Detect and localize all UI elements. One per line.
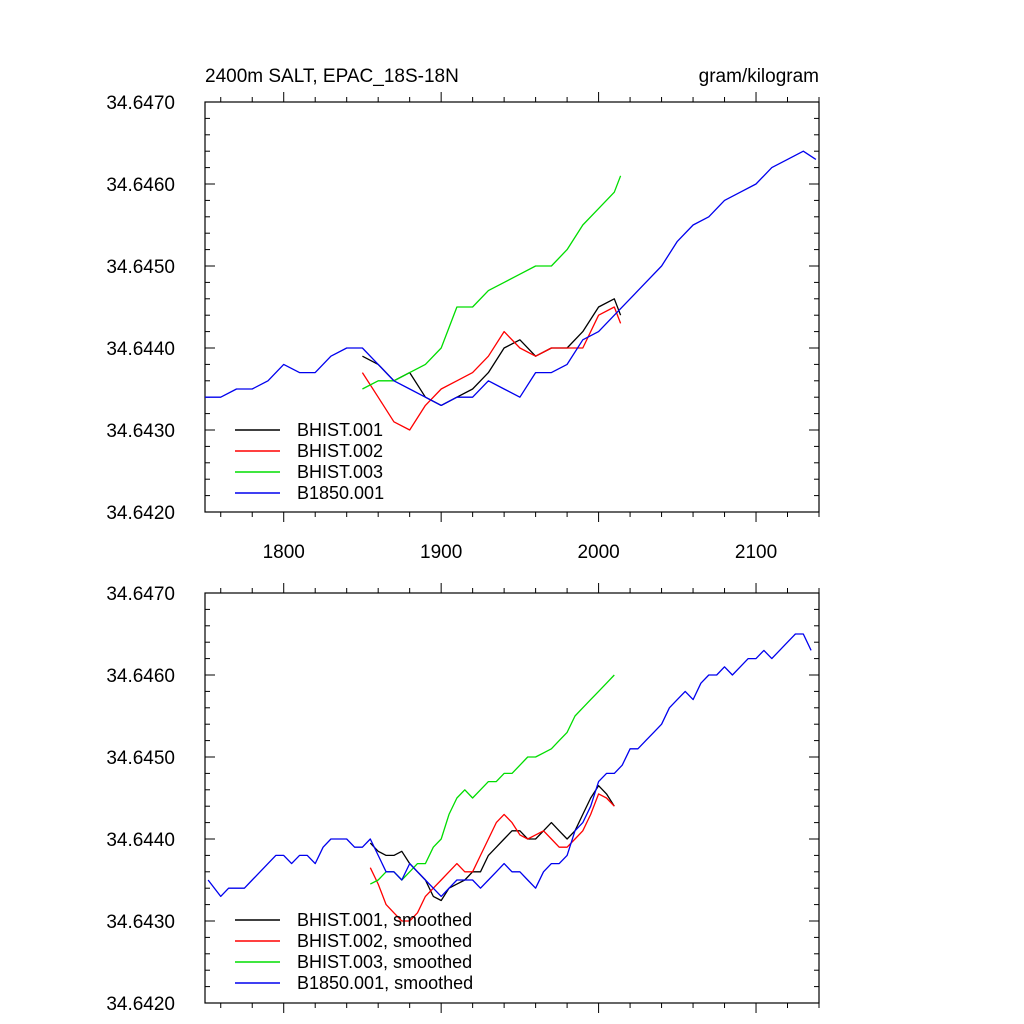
x-tick-label: 2100 <box>735 542 777 563</box>
y-tick-label: 34.6420 <box>106 503 175 524</box>
y-tick-label: 34.6440 <box>106 339 175 360</box>
series-line-0 <box>369 785 615 902</box>
plot-frame <box>204 592 820 1004</box>
series-line-3 <box>207 633 812 898</box>
chart-units: gram/kilogram <box>699 66 819 87</box>
y-tick-label: 34.6460 <box>106 175 175 196</box>
plot-frame <box>204 101 820 513</box>
y-tick-label: 34.6450 <box>106 257 175 278</box>
series-line-1 <box>369 793 615 922</box>
series-line-1 <box>361 306 622 431</box>
legend-label: BHIST.003, smoothed <box>297 952 472 972</box>
legend-label: BHIST.002 <box>297 441 383 461</box>
y-tick-label: 34.6440 <box>106 830 175 851</box>
top-panel: 2400m SALT, EPAC_18S-18N gram/kilogram 34.… <box>106 66 820 563</box>
bottom-panel: 34.6420 34.6430 34.6440 34.6450 34.6460 34.64… <box>106 583 820 1015</box>
y-tick-label: 34.6420 <box>106 994 175 1015</box>
x-tick-label: 1900 <box>420 542 462 563</box>
series-line-3 <box>205 150 817 407</box>
y-tick-label: 34.6450 <box>106 748 175 769</box>
y-tick-label: 34.6460 <box>106 666 175 687</box>
y-tick-label: 34.6470 <box>106 93 175 114</box>
x-tick-label: 1800 <box>263 542 305 563</box>
chart-title: 2400m SALT, EPAC_18S-18N <box>205 66 459 87</box>
x-tick-label: 2000 <box>577 542 619 563</box>
series-line-2 <box>370 674 615 885</box>
legend-label: BHIST.002, smoothed <box>297 931 472 951</box>
legend-label: B1850.001, smoothed <box>297 973 473 993</box>
y-tick-label: 34.6430 <box>106 421 175 442</box>
series-line-2 <box>362 175 622 390</box>
y-tick-label: 34.6470 <box>106 584 175 605</box>
legend-label: BHIST.001, smoothed <box>297 910 472 930</box>
legend-label: BHIST.001 <box>297 420 383 440</box>
legend-label: B1850.001 <box>297 483 384 503</box>
y-tick-label: 34.6430 <box>106 912 175 933</box>
legend-label: BHIST.003 <box>297 462 383 482</box>
